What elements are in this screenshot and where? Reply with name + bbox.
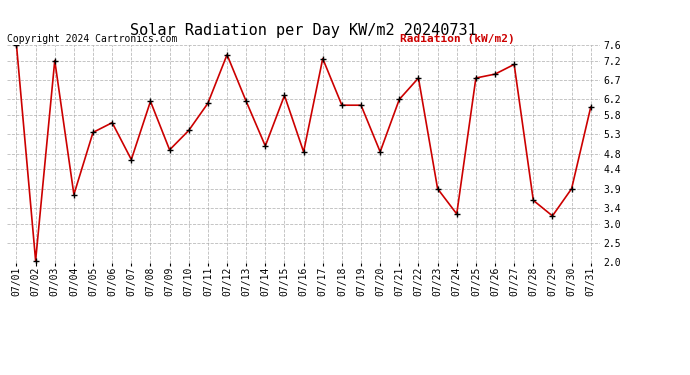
Text: Copyright 2024 Cartronics.com: Copyright 2024 Cartronics.com: [7, 34, 177, 44]
Text: Radiation (kW/m2): Radiation (kW/m2): [400, 34, 515, 44]
Text: Solar Radiation per Day KW/m2 20240731: Solar Radiation per Day KW/m2 20240731: [130, 22, 477, 38]
